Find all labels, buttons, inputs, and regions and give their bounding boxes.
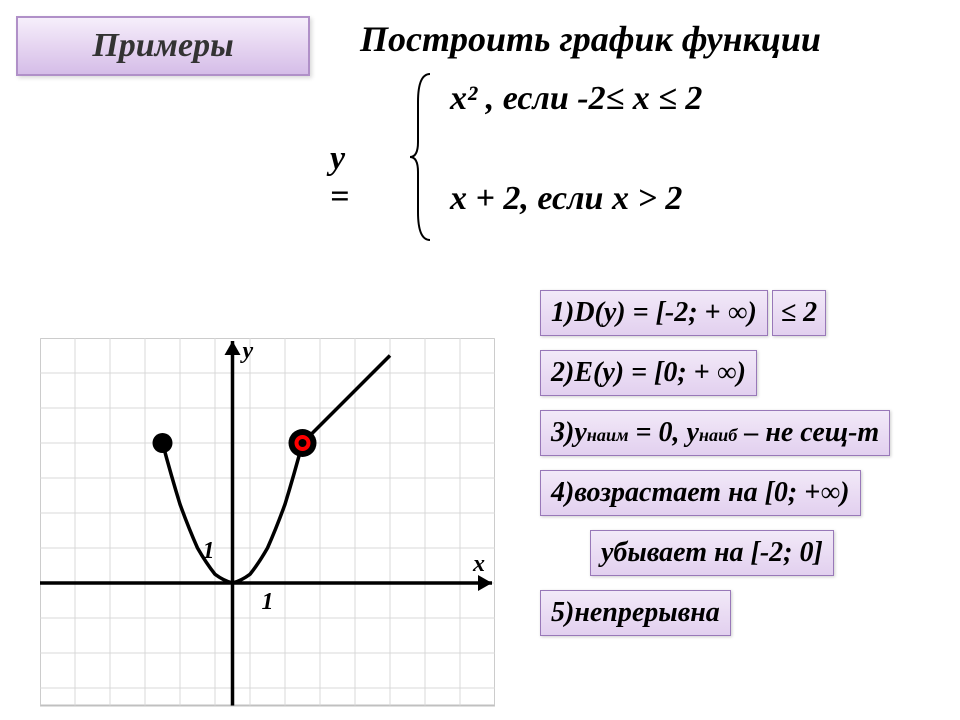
- svg-text:1: 1: [262, 589, 274, 615]
- property-domain-extra: ≤ 2: [772, 290, 826, 336]
- property-increasing: 4)возрастает на [0; +∞): [540, 470, 861, 516]
- piecewise-row-2: x + 2, если x > 2: [450, 180, 682, 218]
- analysis-panel: 1)D(y) = [-2; + ∞) ≤ 2 2)E(y) = [0; + ∞)…: [540, 290, 945, 650]
- brace-icon: [408, 72, 438, 242]
- function-graph: y x 1 1: [40, 338, 495, 708]
- svg-text:y: y: [240, 338, 254, 364]
- page-title: Построить график функции: [360, 18, 821, 60]
- graph-svg: y x 1 1: [40, 338, 495, 708]
- tab-examples: Примеры: [16, 16, 310, 76]
- extrema-prefix: 3)y: [551, 417, 587, 448]
- property-extrema: 3)yнаим = 0, yнаиб – не сещ-т: [540, 410, 890, 456]
- property-decreasing: убывает на [-2; 0]: [590, 530, 834, 576]
- extrema-sub2: наиб: [699, 425, 737, 445]
- extrema-suffix: – не сещ-т: [737, 417, 879, 448]
- svg-text:1: 1: [203, 538, 215, 564]
- property-continuous: 5)непрерывна: [540, 590, 731, 636]
- property-range: 2)E(y) = [0; + ∞): [540, 350, 757, 396]
- property-domain: 1)D(y) = [-2; + ∞): [540, 290, 768, 336]
- extrema-mid: = 0, y: [629, 417, 699, 448]
- extrema-sub1: наим: [587, 425, 629, 445]
- svg-text:x: x: [472, 551, 485, 577]
- piecewise-row-1: x² , если -2≤ x ≤ 2: [450, 80, 702, 118]
- y-equals: y =: [330, 140, 349, 216]
